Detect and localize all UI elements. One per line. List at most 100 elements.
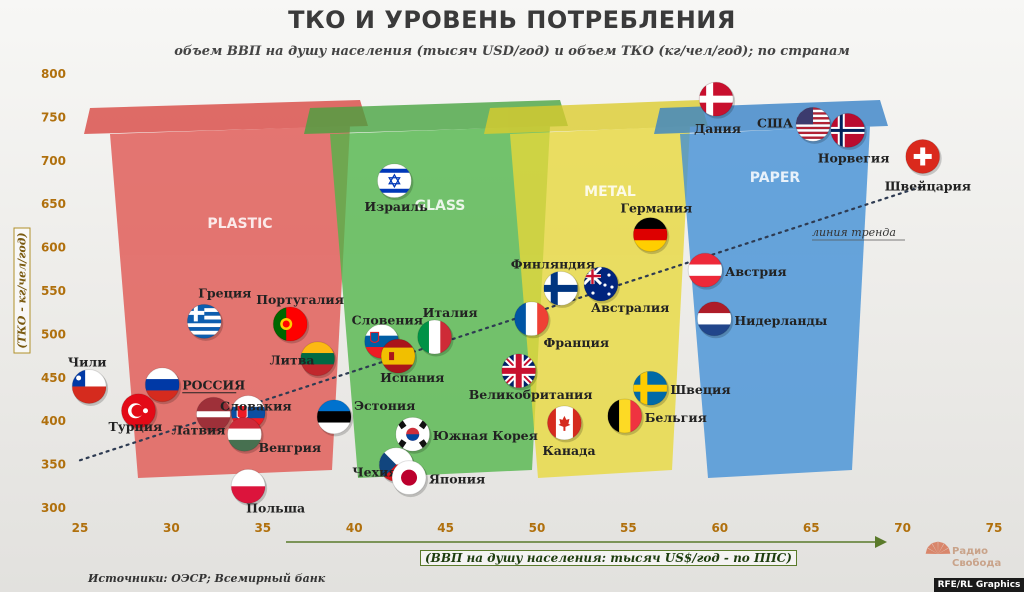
point-hungary bbox=[227, 416, 264, 454]
russia-flag-icon bbox=[145, 367, 180, 402]
canada-flag-icon bbox=[547, 405, 582, 440]
bin-label: PLASTIC bbox=[207, 216, 272, 232]
marker-outline bbox=[395, 416, 431, 452]
point-label: РОССИЯ bbox=[182, 378, 245, 393]
point-label: Швейцария bbox=[885, 178, 971, 193]
y-tick-label: 450 bbox=[41, 371, 66, 385]
point-label: Швеция bbox=[670, 382, 730, 397]
point-spain bbox=[380, 338, 418, 376]
marker-outline bbox=[514, 301, 550, 337]
marker-outline bbox=[195, 396, 231, 432]
x-tick-label: 60 bbox=[711, 521, 728, 535]
x-tick-label: 50 bbox=[529, 521, 546, 535]
marker-outline bbox=[186, 303, 222, 339]
point-germany bbox=[632, 217, 670, 255]
point-label: Финляндия bbox=[511, 256, 595, 271]
point-label: Великобритания bbox=[469, 387, 593, 402]
spain-flag-icon bbox=[381, 339, 416, 374]
point-label: Дания bbox=[694, 121, 741, 136]
marker-outline bbox=[227, 416, 263, 452]
x-axis-label: (ВВП на душу населения: тысяч US$/год - … bbox=[420, 550, 797, 566]
estonia-flag-icon bbox=[317, 399, 352, 434]
point-label: Испания bbox=[380, 370, 444, 385]
point-label: Чехия bbox=[352, 465, 397, 480]
point-netherlands bbox=[696, 301, 734, 339]
y-tick-label: 700 bbox=[41, 154, 66, 168]
point-label: Канада bbox=[542, 443, 595, 458]
point-austria bbox=[687, 252, 725, 290]
point-label: Южная Корея bbox=[433, 428, 538, 443]
radio-svoboda-logo: Радио Свобода bbox=[952, 546, 1002, 569]
finland-flag-icon bbox=[543, 271, 578, 306]
bin-label: PAPER bbox=[750, 170, 801, 186]
marker-outline bbox=[830, 112, 866, 148]
point-label: Франция bbox=[544, 335, 610, 350]
point-russia bbox=[144, 367, 182, 405]
point-label: Португалия bbox=[256, 292, 344, 307]
y-tick-label: 300 bbox=[41, 501, 66, 515]
marker-outline bbox=[417, 319, 453, 355]
marker-outline bbox=[300, 341, 336, 377]
marker-outline bbox=[687, 252, 723, 288]
point-norway bbox=[830, 112, 867, 150]
point-israel bbox=[376, 163, 414, 201]
y-tick-label: 750 bbox=[41, 110, 66, 124]
marker-outline bbox=[583, 266, 619, 302]
hungary-flag-icon bbox=[227, 417, 262, 452]
y-tick-label: 400 bbox=[41, 414, 66, 428]
lithuania-flag-icon bbox=[300, 341, 335, 376]
point-label: Латвия bbox=[171, 422, 225, 437]
point-label: Италия bbox=[423, 305, 478, 320]
point-label: Чили bbox=[68, 354, 107, 369]
point-denmark bbox=[698, 81, 736, 119]
point-italy bbox=[417, 319, 454, 357]
chart-subtitle: объем ВВП на душу населения (тысяч USD/г… bbox=[174, 44, 850, 59]
marker-outline bbox=[501, 353, 537, 389]
point-finland bbox=[543, 270, 580, 308]
point-australia bbox=[583, 266, 620, 304]
japan-flag-icon bbox=[392, 460, 427, 495]
point-label: Польша bbox=[246, 500, 305, 515]
marker-outline bbox=[376, 163, 412, 199]
credit-badge: RFE/RL Graphics bbox=[934, 578, 1024, 592]
point-latvia bbox=[195, 396, 233, 434]
y-tick-label: 800 bbox=[41, 67, 66, 81]
x-tick-label: 30 bbox=[163, 521, 180, 535]
uk-flag-icon bbox=[501, 353, 536, 388]
belgium-flag-icon bbox=[607, 398, 642, 433]
source-note: Источники: ОЭСР; Всемирный банк bbox=[88, 572, 326, 585]
point-switzerland bbox=[905, 138, 942, 176]
australia-flag-icon bbox=[583, 267, 618, 302]
x-tick-label: 25 bbox=[72, 521, 89, 535]
marker-outline bbox=[905, 138, 941, 174]
point-sweden bbox=[632, 370, 670, 408]
marker-outline bbox=[795, 106, 831, 142]
italy-flag-icon bbox=[417, 320, 452, 355]
point-france bbox=[514, 301, 551, 339]
marker-outline bbox=[607, 398, 643, 434]
denmark-flag-icon bbox=[699, 82, 734, 117]
netherlands-flag-icon bbox=[697, 301, 732, 336]
point-label: Литва bbox=[270, 353, 315, 368]
point-label: Австралия bbox=[591, 300, 669, 315]
bin-body bbox=[680, 126, 870, 478]
point-label: Нидерланды bbox=[734, 313, 827, 328]
point-label: Бельгия bbox=[645, 410, 707, 425]
bin-lid bbox=[484, 100, 708, 134]
point-uk bbox=[501, 353, 538, 391]
point-label: Словакия bbox=[220, 399, 291, 414]
point-label: Австрия bbox=[725, 264, 786, 279]
israel-flag-icon bbox=[377, 163, 412, 198]
marker-outline bbox=[543, 270, 579, 306]
marker-outline bbox=[230, 468, 266, 504]
point-label: Япония bbox=[429, 472, 485, 487]
data-points: Чили Турция РОССИЯ Греция Латвия Словакия Венг… bbox=[68, 81, 971, 515]
y-tick-label: 550 bbox=[41, 284, 66, 298]
point-label: Норвегия bbox=[818, 150, 890, 165]
marker-outline bbox=[144, 367, 180, 403]
greece-flag-icon bbox=[187, 304, 222, 339]
point-label: Израиль bbox=[364, 199, 427, 214]
france-flag-icon bbox=[514, 301, 549, 336]
chart-title: ТКО И УРОВЕНЬ ПОТРЕБЛЕНИЯ bbox=[288, 6, 736, 34]
